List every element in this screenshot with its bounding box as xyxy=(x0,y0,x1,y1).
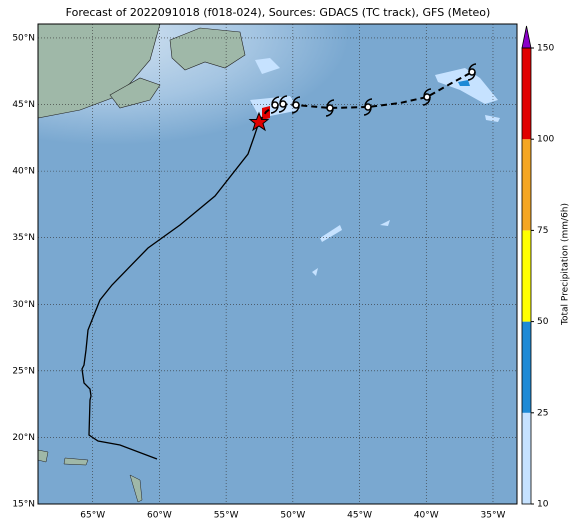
colorbar-segment xyxy=(522,230,531,322)
lat-tick-label: 30°N xyxy=(12,300,35,310)
lat-tick-label: 40°N xyxy=(12,167,35,177)
colorbar-segment xyxy=(522,321,531,413)
colorbar-segment xyxy=(522,139,531,231)
colorbar-tick-label: 75 xyxy=(537,226,548,236)
colorbar: 10 25 50 75 100 150 xyxy=(521,25,554,510)
lon-tick-label: 35°W xyxy=(481,511,506,521)
colorbar-tick-label: 50 xyxy=(537,317,549,327)
lat-tick-label: 45°N xyxy=(12,100,35,110)
colorbar-segment xyxy=(522,412,531,504)
title: Forecast of 2022091018 (f018-024), Sourc… xyxy=(66,6,491,19)
lon-tick-label: 45°W xyxy=(347,511,372,521)
colorbar-tick-label: 150 xyxy=(537,44,554,54)
colorbar-tick-label: 100 xyxy=(537,135,554,145)
map-area xyxy=(37,23,518,505)
lon-tick-label: 55°W xyxy=(214,511,239,521)
lon-tick-label: 50°W xyxy=(280,511,305,521)
colorbar-frame xyxy=(521,47,532,505)
colorbar-extension xyxy=(521,25,532,49)
colorbar-tick-label: 25 xyxy=(537,408,548,418)
lon-tick-label: 60°W xyxy=(147,511,172,521)
lat-tick-label: 35°N xyxy=(12,233,35,243)
lat-tick-label: 50°N xyxy=(12,33,35,43)
lon-tick-label: 65°W xyxy=(80,511,105,521)
colorbar-tick-label: 10 xyxy=(537,500,549,510)
lat-tick-label: 25°N xyxy=(12,366,35,376)
colorbar-label: Total Precipitation (mm/6h) xyxy=(561,203,571,326)
lat-tick-label: 20°N xyxy=(12,433,35,443)
lat-tick-label: 15°N xyxy=(12,500,35,510)
lon-tick-label: 40°W xyxy=(414,511,439,521)
colorbar-segment xyxy=(522,48,531,140)
